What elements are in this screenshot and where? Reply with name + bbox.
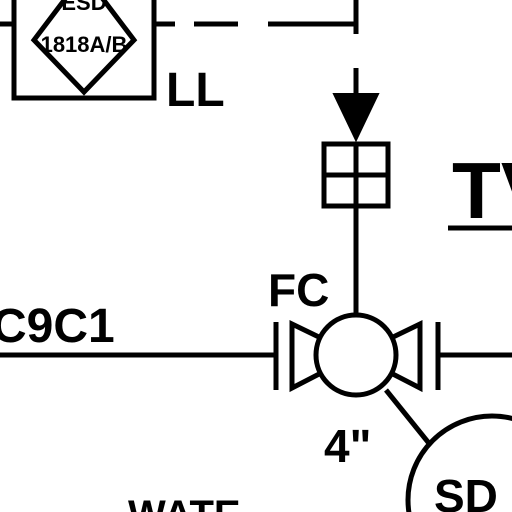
- actuator-box: [321, 141, 391, 209]
- line-tag-label: C9C1: [0, 300, 115, 353]
- actuator-arrow: [332, 68, 380, 143]
- tv-label: TV: [452, 146, 512, 235]
- fc-label: FC: [268, 264, 329, 316]
- sd-label: SD: [434, 470, 498, 512]
- sd-instrument-bubble: SD: [405, 413, 512, 512]
- esd-tag-label: 1818A/B: [41, 32, 128, 57]
- esd-interlock-symbol: ESD 1818A/B: [11, 0, 157, 101]
- valve-ball: [313, 312, 399, 398]
- esd-label: ESD: [61, 0, 106, 15]
- bottom-partial-label: WATE: [128, 493, 241, 512]
- esd-diamond: [30, 0, 138, 96]
- sd-circle: [405, 413, 512, 512]
- ll-label: LL: [166, 64, 225, 117]
- control-valve: [289, 312, 423, 398]
- sd-connector-line: [384, 388, 438, 454]
- esd-box: [11, 0, 157, 101]
- signal-line-top: [0, 0, 359, 34]
- valve-size-label: 4": [324, 420, 371, 472]
